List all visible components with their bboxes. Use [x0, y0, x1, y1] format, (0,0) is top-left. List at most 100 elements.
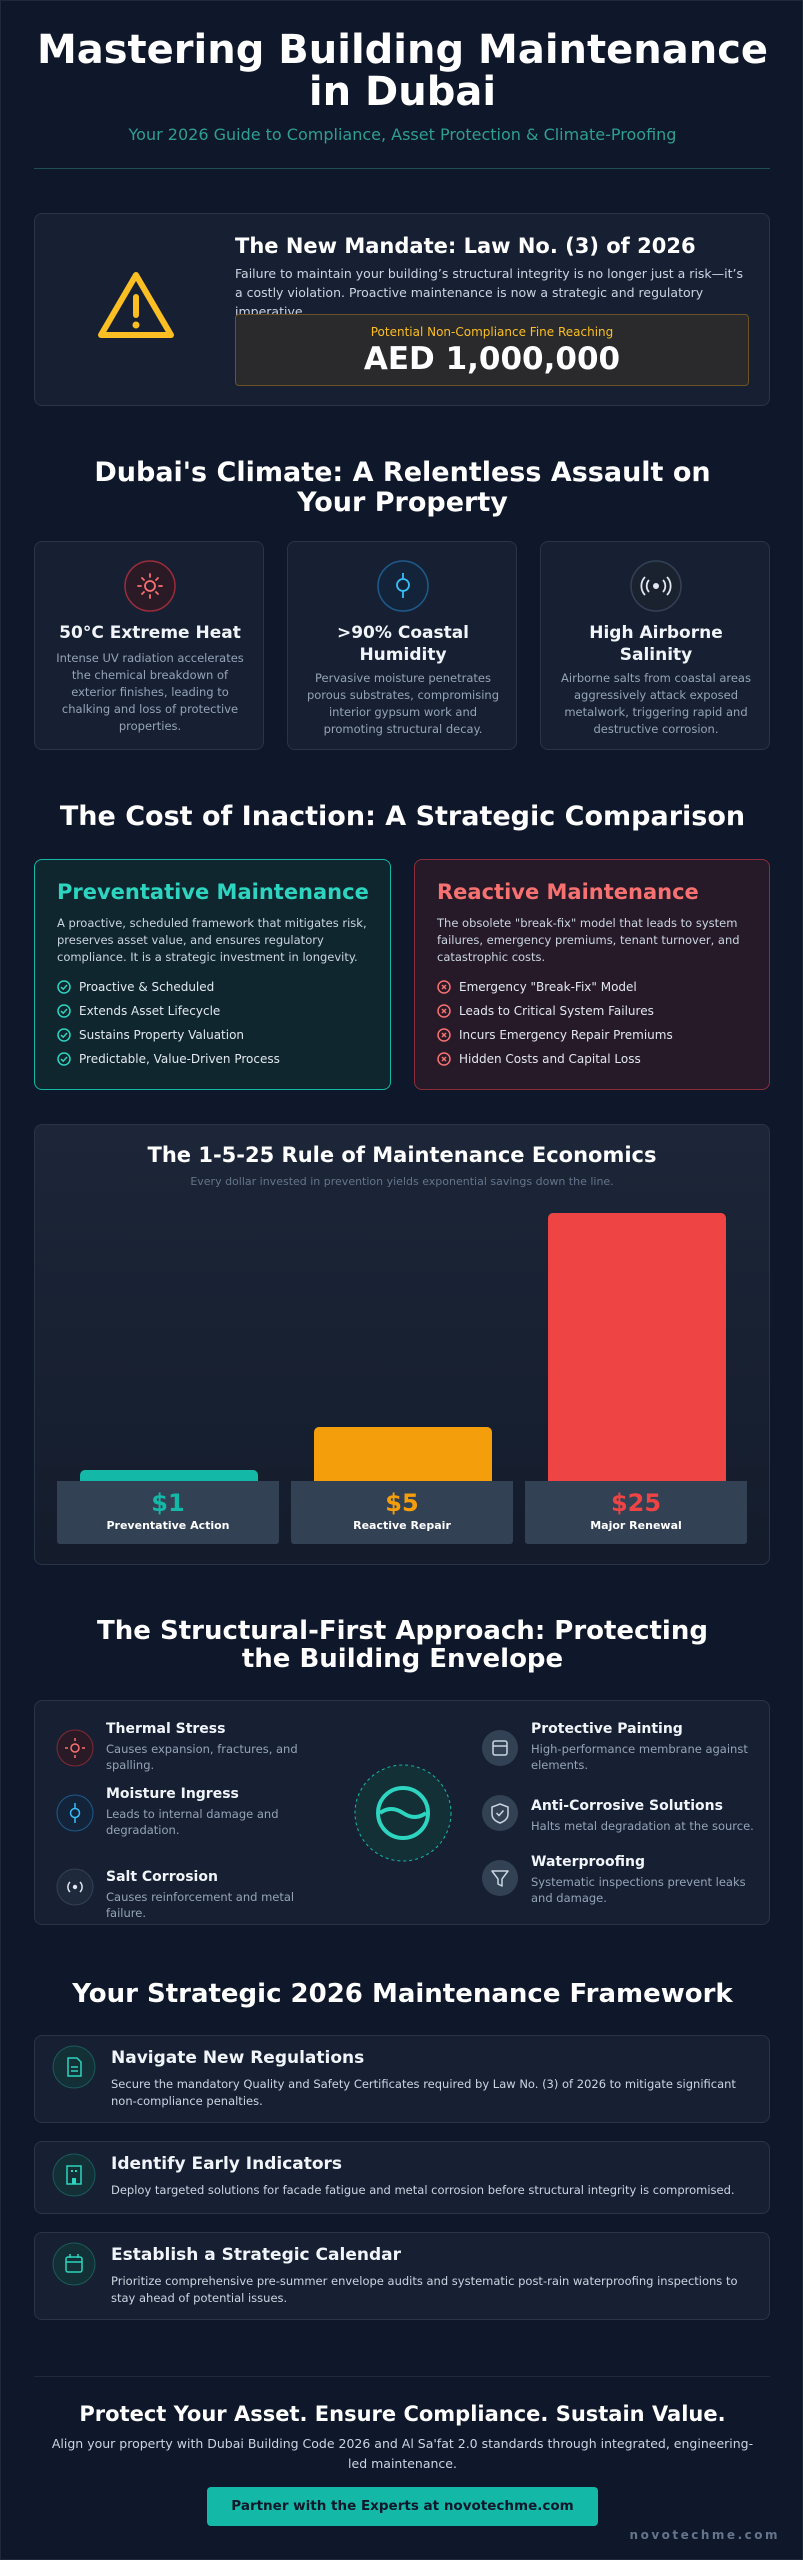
step-text: Deploy targeted solutions for facade fat…: [111, 2183, 735, 2197]
cta-button[interactable]: Partner with the Experts at novotechme.c…: [207, 2487, 598, 2526]
climate-card: >90% Coastal Humidity Pervasive moisture…: [287, 541, 517, 750]
center-emblem: [354, 1764, 452, 1862]
item-title: Anti-Corrosive Solutions: [531, 1798, 723, 1814]
divider: [34, 2376, 770, 2377]
salt-icon: [56, 1868, 94, 1906]
item-title: Protective Painting: [531, 1721, 683, 1737]
subtitle: Your 2026 Guide to Compliance, Asset Pro…: [128, 125, 677, 144]
item-text: High-performance membrane against elemen…: [531, 1742, 748, 1772]
chart-subtitle: Every dollar invested in prevention yiel…: [190, 1175, 614, 1188]
category-label: Reactive Repair: [353, 1519, 451, 1532]
section-heading: Dubai's Climate: A Relentless Assault on…: [94, 457, 711, 518]
step-text: Prioritize comprehensive pre-summer enve…: [111, 2274, 738, 2305]
fine-amount: AED 1,000,000: [363, 341, 621, 377]
mandate-body: Failure to maintain your building’s stru…: [235, 266, 744, 319]
warning-icon: [98, 272, 174, 338]
x-icon: [437, 1052, 451, 1066]
list-text: Proactive & Scheduled: [79, 980, 215, 994]
section-heading: The Structural-First Approach: Protectin…: [97, 1616, 708, 1674]
step-card: Identify Early Indicators Deploy targete…: [34, 2141, 770, 2214]
bar: [548, 1213, 726, 1481]
label-box: [525, 1481, 747, 1544]
fine-label: Potential Non-Compliance Fine Reaching: [370, 325, 614, 339]
card-title: Reactive Maintenance: [437, 880, 699, 904]
list-item: Extends Asset Lifecycle: [57, 1004, 220, 1018]
list-text: Extends Asset Lifecycle: [79, 1004, 221, 1018]
value-label: $25: [610, 1489, 662, 1517]
check-icon: [57, 1004, 71, 1018]
bar: [80, 1470, 258, 1481]
section-heading: Your Strategic 2026 Maintenance Framewor…: [72, 1979, 733, 2009]
list-text: Predictable, Value-Driven Process: [79, 1052, 280, 1066]
category-label: Major Renewal: [590, 1519, 682, 1532]
shield-icon: [482, 1795, 518, 1831]
bar: [314, 1427, 492, 1481]
step-title: Identify Early Indicators: [111, 2154, 343, 2174]
x-icon: [437, 1004, 451, 1018]
item-text: Systematic inspections prevent leaks and…: [531, 1875, 746, 1905]
item-title: Moisture Ingress: [106, 1786, 239, 1802]
step-card: Navigate New Regulations Secure the mand…: [34, 2035, 770, 2123]
footer-url: novotechme.com: [629, 2528, 780, 2542]
humidity-icon: [377, 560, 429, 612]
document-icon: [52, 2045, 96, 2089]
waterproof-icon: [482, 1860, 518, 1896]
card-title: >90% Coastal Humidity: [336, 623, 470, 665]
item-text: Leads to internal damage and degradation…: [106, 1807, 279, 1837]
page-title: Mastering Building Maintenance in Dubai: [36, 27, 769, 115]
card-text: Airborne salts from coastal areas aggres…: [561, 671, 751, 736]
value-label: $5: [385, 1489, 419, 1517]
card-text: Intense UV radiation accelerates the che…: [56, 651, 244, 733]
reactive-card: Reactive Maintenance The obsolete "break…: [414, 859, 770, 1090]
preventative-card: Preventative Maintenance A proactive, sc…: [34, 859, 391, 1090]
thermal-icon: [56, 1729, 94, 1767]
step-text: Secure the mandatory Quality and Safety …: [111, 2077, 736, 2108]
check-icon: [57, 1028, 71, 1042]
calendar-icon: [52, 2242, 96, 2286]
step-title: Navigate New Regulations: [111, 2048, 365, 2068]
footer-text: Align your property with Dubai Building …: [51, 2436, 754, 2471]
climate-card: High Airborne Salinity Airborne salts fr…: [540, 541, 770, 750]
check-icon: [57, 1052, 71, 1066]
label-box: [291, 1481, 513, 1544]
list-text: Incurs Emergency Repair Premiums: [459, 1028, 673, 1042]
list-item: Proactive & Scheduled: [57, 980, 214, 994]
building-icon: [52, 2153, 96, 2197]
item-text: Causes expansion, fractures, and spallin…: [106, 1742, 298, 1772]
list-item: Leads to Critical System Failures: [437, 1004, 654, 1018]
step-card: Establish a Strategic Calendar Prioritiz…: [34, 2232, 770, 2320]
painting-icon: [482, 1730, 518, 1766]
list-item: Sustains Property Valuation: [57, 1028, 244, 1042]
mandate-card: The New Mandate: Law No. (3) of 2026 Fai…: [34, 213, 770, 406]
climate-card: 50°C Extreme Heat Intense UV radiation a…: [34, 541, 264, 750]
list-text: Hidden Costs and Capital Loss: [459, 1052, 641, 1066]
divider: [34, 168, 770, 169]
value-label: $1: [151, 1489, 185, 1517]
list-text: Sustains Property Valuation: [79, 1028, 245, 1042]
moisture-icon: [56, 1794, 94, 1832]
card-text: The obsolete "break-fix" model that lead…: [437, 916, 740, 964]
list-text: Emergency "Break-Fix" Model: [459, 980, 637, 994]
mandate-heading: The New Mandate: Law No. (3) of 2026: [235, 234, 696, 258]
x-icon: [437, 980, 451, 994]
category-label: Preventative Action: [106, 1519, 230, 1532]
salinity-icon: [630, 560, 682, 612]
label-box: [57, 1481, 279, 1544]
fine-box: Potential Non-Compliance Fine Reaching A…: [235, 314, 749, 386]
item-title: Salt Corrosion: [106, 1869, 218, 1885]
step-title: Establish a Strategic Calendar: [111, 2245, 401, 2265]
list-item: Incurs Emergency Repair Premiums: [437, 1028, 673, 1042]
card-title: Preventative Maintenance: [57, 880, 369, 904]
list-item: Predictable, Value-Driven Process: [57, 1052, 280, 1066]
check-icon: [57, 980, 71, 994]
chart-card: The 1-5-25 Rule of Maintenance Economics…: [34, 1124, 770, 1565]
section-heading: The Cost of Inaction: A Strategic Compar…: [59, 801, 746, 832]
footer-heading: Protect Your Asset. Ensure Compliance. S…: [79, 2402, 726, 2426]
item-title: Waterproofing: [531, 1854, 646, 1870]
list-item: Hidden Costs and Capital Loss: [437, 1052, 641, 1066]
structural-card: Thermal Stress Causes expansion, fractur…: [34, 1700, 770, 1925]
x-icon: [437, 1028, 451, 1042]
item-text: Halts metal degradation at the source.: [531, 1819, 754, 1833]
card-title: 50°C Extreme Heat: [59, 623, 241, 643]
